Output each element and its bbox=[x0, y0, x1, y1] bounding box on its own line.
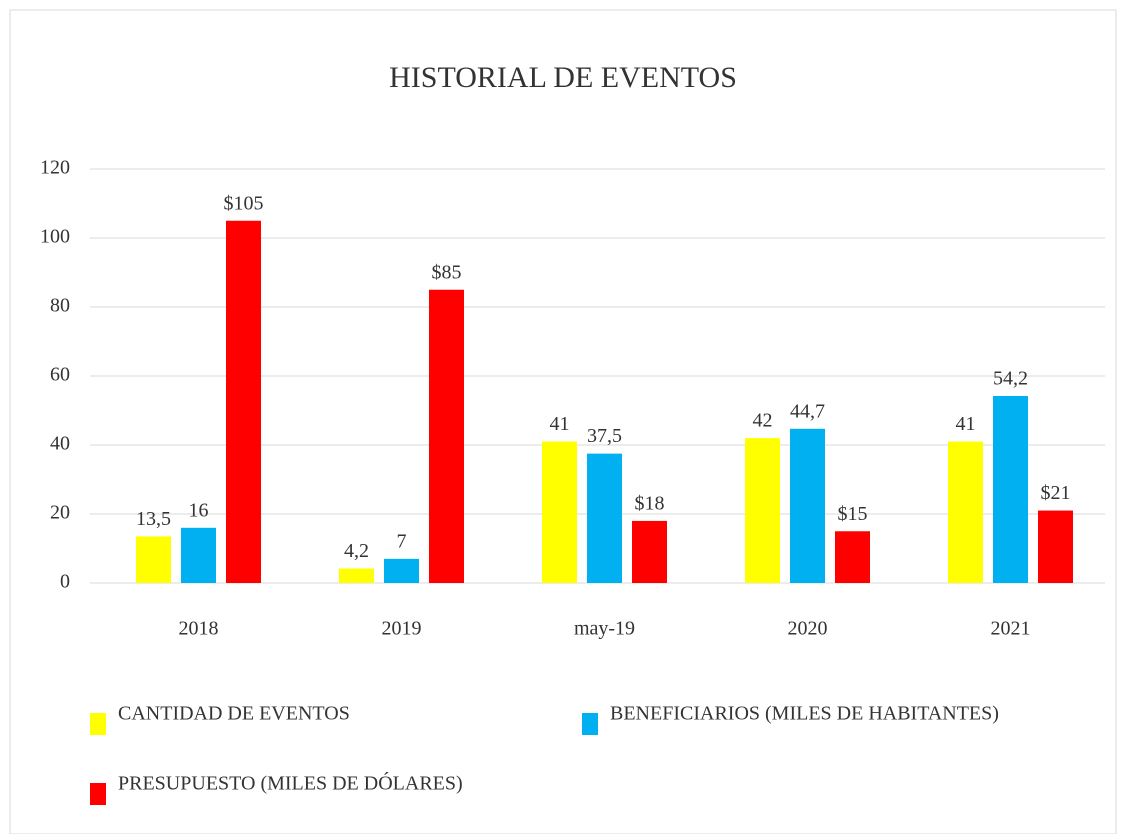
bar bbox=[587, 453, 622, 583]
data-label: 13,5 bbox=[136, 508, 171, 530]
x-tick-label: 2019 bbox=[382, 618, 422, 640]
bar bbox=[835, 531, 870, 583]
bar bbox=[226, 220, 261, 583]
data-label: $15 bbox=[838, 503, 868, 525]
bar bbox=[429, 289, 464, 583]
legend-label: BENEFICIARIOS (MILES DE HABITANTES) bbox=[610, 703, 999, 725]
chart-title: HISTORIAL DE EVENTOS bbox=[389, 61, 737, 94]
data-label: 44,7 bbox=[790, 400, 825, 422]
chart-frame bbox=[9, 9, 1117, 834]
bar bbox=[632, 520, 667, 583]
legend-swatch bbox=[90, 713, 106, 735]
y-tick-label: 40 bbox=[50, 433, 70, 455]
data-label: 41 bbox=[550, 413, 570, 435]
x-tick-label: 2020 bbox=[788, 618, 828, 640]
data-label: 4,2 bbox=[344, 540, 369, 562]
x-tick-label: may-19 bbox=[574, 618, 635, 640]
legend-swatch bbox=[90, 783, 106, 805]
data-label: 16 bbox=[189, 499, 209, 521]
legend-label: CANTIDAD DE EVENTOS bbox=[118, 703, 350, 725]
bar bbox=[993, 396, 1028, 583]
data-label: $18 bbox=[635, 492, 665, 514]
y-tick-label: 100 bbox=[40, 226, 70, 248]
bar bbox=[136, 536, 171, 583]
data-label: $105 bbox=[224, 192, 264, 214]
y-tick-label: 20 bbox=[50, 502, 70, 524]
data-label: 7 bbox=[397, 530, 407, 552]
data-label: $21 bbox=[1041, 482, 1071, 504]
y-tick-label: 80 bbox=[50, 295, 70, 317]
data-label: 41 bbox=[956, 413, 976, 435]
bar bbox=[745, 438, 780, 583]
bar bbox=[1038, 510, 1073, 583]
legend-swatch bbox=[582, 713, 598, 735]
y-tick-label: 0 bbox=[60, 571, 70, 593]
y-tick-label: 120 bbox=[40, 157, 70, 179]
data-label: 42 bbox=[753, 410, 773, 432]
x-tick-label: 2018 bbox=[179, 618, 219, 640]
y-tick-label: 60 bbox=[50, 364, 70, 386]
bar bbox=[339, 568, 374, 583]
data-label: 37,5 bbox=[587, 425, 622, 447]
legend-label: PRESUPUESTO (MILES DE DÓLARES) bbox=[118, 771, 463, 795]
bar bbox=[181, 527, 216, 583]
bar bbox=[948, 441, 983, 583]
bar bbox=[384, 558, 419, 583]
data-label: $85 bbox=[432, 261, 462, 283]
bar bbox=[542, 441, 577, 583]
bar bbox=[790, 428, 825, 583]
data-label: 54,2 bbox=[993, 368, 1028, 390]
x-tick-label: 2021 bbox=[991, 618, 1031, 640]
